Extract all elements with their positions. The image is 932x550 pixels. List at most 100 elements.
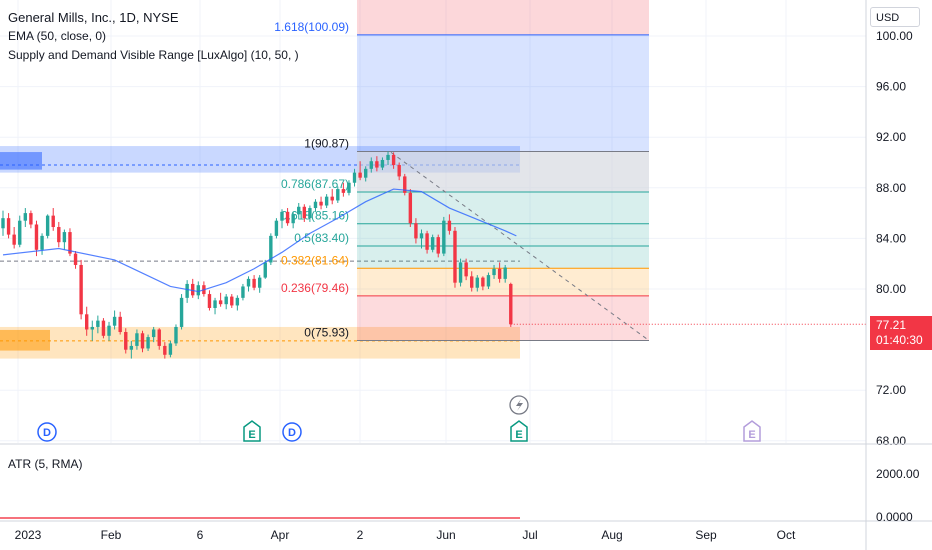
candle [230,296,234,306]
candle [285,211,290,224]
earnings-marker [510,420,528,442]
candle [436,237,440,254]
candle [380,159,385,168]
earnings-marker-label: E [248,429,255,441]
candle [375,161,379,168]
fib-label: 1(90.87) [304,136,349,150]
candle [90,326,94,330]
fib-label: 0(75.93) [304,325,349,339]
candle [57,227,61,243]
candle [252,278,256,288]
x-tick-label: Sep [695,528,717,542]
candle [218,300,223,305]
atr-legend[interactable]: ATR (5, RMA) [8,457,83,471]
atr-tick-label: 0.0000 [876,510,913,524]
earnings-marker-label: E [515,429,522,441]
candle [414,223,418,239]
x-tick-label: Feb [101,528,122,542]
candle [257,277,262,288]
x-tick-label: Oct [777,528,796,542]
candle [352,172,357,183]
candle [6,218,11,235]
earnings-marker-label: E [748,429,755,441]
candle [324,196,329,206]
dividend-marker-label: D [288,427,296,439]
time-axis: 2023 Feb 6 Apr 2 Jun Jul Aug Sep Oct [0,520,932,542]
y-tick-label: 100.00 [876,29,913,43]
candle [101,320,106,336]
countdown: 01:40:30 [876,333,923,347]
candle [224,296,228,305]
candle [118,316,122,333]
fib-label: 0.236(79.46) [281,281,349,295]
candle [481,277,485,287]
candle [79,264,83,315]
candle [129,345,134,350]
candle [1,218,5,229]
ema-line [2,188,866,325]
candle [146,337,150,349]
candle [347,182,351,193]
fib-band [357,223,649,246]
x-tick-label: 2 [357,528,364,542]
chart-legend: General Mills, Inc., 1D, NYSE EMA (50, c… [8,8,299,65]
candle [124,332,128,350]
candle [403,176,407,193]
candle [207,294,212,308]
candle [23,213,28,221]
candle [29,213,33,225]
candle [174,326,178,344]
y-tick-label: 92.00 [876,130,906,144]
candle [408,192,413,224]
sd-legend[interactable]: Supply and Demand Visible Range [LuxAlgo… [8,48,299,62]
candles [1,151,513,359]
candle [492,268,496,276]
candle [364,168,368,178]
candle [51,215,55,228]
fib-band [357,245,649,269]
candle [135,333,139,346]
earnings-marker [243,420,261,442]
price-axis: 100.00 96.00 92.00 88.00 84.00 80.00 72.00 68.0… [865,0,913,550]
candle [168,343,173,355]
candle [73,253,78,265]
candle [442,220,446,254]
currency-button[interactable]: USD [870,7,920,27]
earnings-marker [743,420,761,442]
symbol-title[interactable]: General Mills, Inc., 1D, NYSE [8,10,179,25]
y-tick-label: 80.00 [876,282,906,296]
y-tick-label: 68.00 [876,434,906,448]
candle [319,201,323,206]
fib-label: 1.618(100.09) [274,20,349,34]
last-price: 77.21 [876,318,907,332]
y-tick-label: 72.00 [876,383,906,397]
candle [386,154,390,160]
candle [85,314,89,330]
ema-legend[interactable]: EMA (50, close, 0) [8,29,107,43]
candle [336,189,340,201]
candle [151,329,156,338]
candle [447,220,452,231]
candle [235,297,240,306]
candle [330,196,334,201]
candle [34,224,39,250]
candle [470,276,474,288]
last-price-tag: 77.21 01:40:30 [870,316,932,350]
candle [96,320,100,327]
candle [369,161,373,169]
candle [280,211,284,221]
candle [313,201,318,209]
candle [163,345,167,355]
fib-band [357,34,649,152]
candle [419,233,424,239]
candle [297,206,301,215]
y-tick-label: 88.00 [876,181,906,195]
candle [269,235,273,263]
candle [291,214,295,224]
candle [246,278,251,287]
candle [509,283,513,325]
candle [458,262,463,283]
candle [453,230,457,283]
